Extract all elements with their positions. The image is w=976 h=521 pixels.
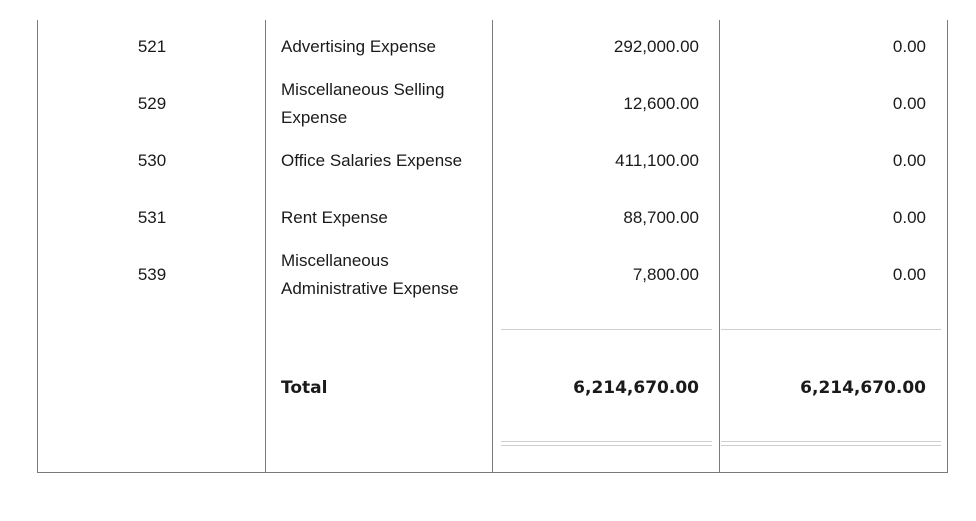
debit-amount: 88,700.00: [623, 208, 699, 227]
account-number: 539: [137, 265, 167, 284]
debit-amount: 292,000.00: [613, 37, 699, 56]
column-divider: [265, 20, 266, 472]
total-double-rule: [501, 441, 712, 442]
credit-amount: 0.00: [892, 94, 926, 113]
total-double-rule: [721, 445, 941, 446]
subtotal-rule: [501, 329, 712, 330]
account-number: 530: [137, 151, 167, 170]
account-name: Office Salaries Expense: [281, 151, 463, 170]
trial-balance-table: 521 Advertising Expense 292,000.00 0.00 …: [37, 20, 948, 473]
total-debit: 6,214,670.00: [573, 378, 699, 398]
account-name: Miscellaneous Selling Expense: [281, 80, 445, 127]
account-number: 521: [137, 37, 167, 56]
account-name: Advertising Expense: [281, 37, 436, 56]
column-divider: [492, 20, 493, 472]
account-name: Rent Expense: [281, 208, 388, 227]
credit-amount: 0.00: [892, 37, 926, 56]
total-credit: 6,214,670.00: [800, 378, 926, 398]
credit-amount: 0.00: [892, 265, 926, 284]
account-number: 529: [137, 94, 167, 113]
credit-amount: 0.00: [892, 208, 926, 227]
debit-amount: 7,800.00: [632, 265, 699, 284]
total-double-rule: [501, 445, 712, 446]
total-double-rule: [721, 441, 941, 442]
account-number: 531: [137, 208, 167, 227]
debit-amount: 12,600.00: [623, 94, 699, 113]
subtotal-rule: [721, 329, 941, 330]
total-label: Total: [281, 378, 328, 398]
column-divider: [719, 20, 720, 472]
credit-amount: 0.00: [892, 151, 926, 170]
debit-amount: 411,100.00: [615, 151, 699, 170]
account-name: Miscellaneous Administrative Expense: [281, 251, 459, 298]
